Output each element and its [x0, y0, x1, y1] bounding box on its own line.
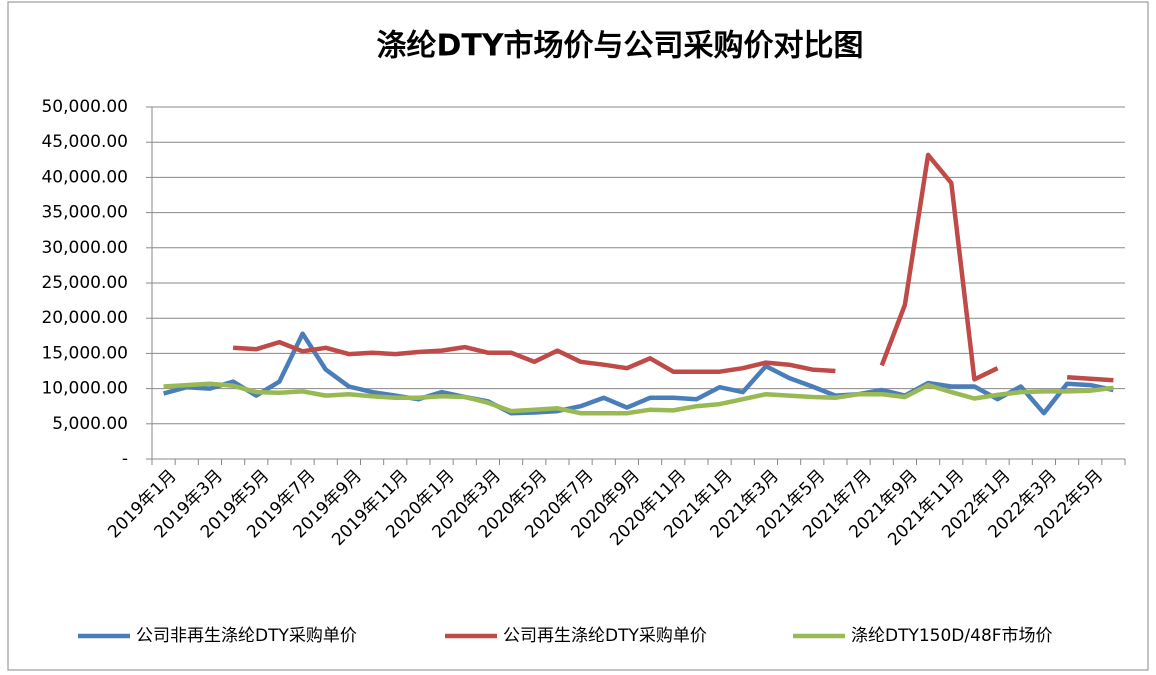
y-tick-label: 45,000.00 — [41, 132, 128, 152]
legend-label: 公司再生涤纶DTY采购单价 — [503, 626, 707, 646]
y-tick-label: 30,000.00 — [41, 238, 128, 258]
y-tick-label: 50,000.00 — [41, 97, 128, 117]
y-tick-label: - — [122, 449, 128, 469]
y-tick-label: 20,000.00 — [41, 308, 128, 328]
chart-title: 涤纶DTY市场价与公司采购价对比图 — [376, 29, 863, 64]
y-tick-label: 15,000.00 — [41, 343, 128, 363]
series-line — [163, 331, 1114, 416]
legend-label: 涤纶DTY150D/48F市场价 — [851, 626, 1053, 646]
series-line — [163, 381, 1114, 416]
y-tick-label: 5,000.00 — [52, 414, 128, 434]
chart-frame — [7, 1, 1149, 671]
y-tick-label: 35,000.00 — [41, 203, 128, 223]
legend-label: 公司非再生涤纶DTY采购单价 — [136, 626, 357, 646]
y-tick-label: 10,000.00 — [41, 379, 128, 399]
y-tick-label: 40,000.00 — [41, 167, 128, 187]
series-line — [232, 152, 1114, 383]
y-tick-label: 25,000.00 — [41, 273, 128, 293]
